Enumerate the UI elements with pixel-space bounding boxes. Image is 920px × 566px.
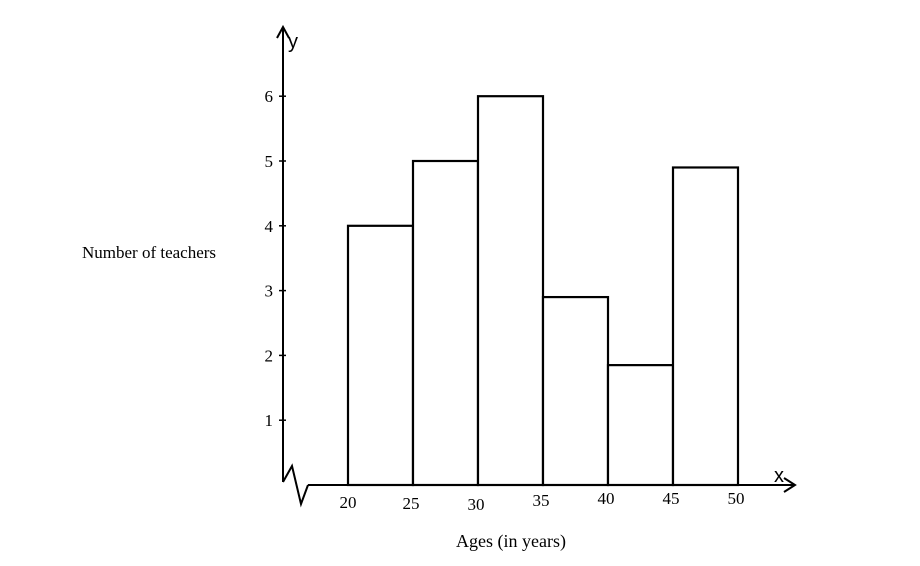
x-tick-label-50: 50 bbox=[728, 489, 745, 508]
y-axis-symbol: y bbox=[288, 31, 298, 53]
histogram-bar-20-25 bbox=[346, 224, 415, 487]
y-tick-label-4: 4 bbox=[265, 217, 274, 236]
x-axis-title: Ages (in years) bbox=[456, 531, 566, 552]
x-tick-label-35: 35 bbox=[533, 491, 550, 510]
histogram-bar-35-40 bbox=[541, 295, 610, 487]
histogram-bar-30-35 bbox=[476, 95, 545, 487]
y-axis-title: Number of teachers bbox=[82, 243, 216, 262]
x-tick-label-20: 20 bbox=[340, 493, 357, 512]
y-ticks-group: 1 2 3 4 5 6 bbox=[265, 87, 286, 430]
x-tick-label-30: 30 bbox=[468, 495, 485, 514]
histogram-bar-25-30 bbox=[411, 159, 480, 487]
histogram-bar-45-50 bbox=[671, 166, 740, 487]
x-tick-label-45: 45 bbox=[663, 489, 680, 508]
histogram-bar-40-45 bbox=[606, 364, 675, 487]
x-tick-label-25: 25 bbox=[403, 494, 420, 513]
x-axis-arrow bbox=[783, 477, 797, 493]
x-axis-break-zigzag bbox=[282, 463, 309, 508]
x-ticks-group: 20 25 30 35 40 45 50 bbox=[340, 489, 745, 514]
bars-group bbox=[346, 95, 740, 487]
y-tick-label-2: 2 bbox=[265, 346, 274, 365]
y-tick-label-5: 5 bbox=[265, 152, 274, 171]
y-tick-label-3: 3 bbox=[265, 282, 274, 301]
x-axis-symbol: x bbox=[774, 465, 784, 487]
y-tick-label-1: 1 bbox=[265, 411, 274, 430]
y-tick-label-6: 6 bbox=[265, 87, 274, 106]
y-axis-arrow bbox=[276, 24, 290, 39]
x-tick-label-40: 40 bbox=[598, 489, 615, 508]
